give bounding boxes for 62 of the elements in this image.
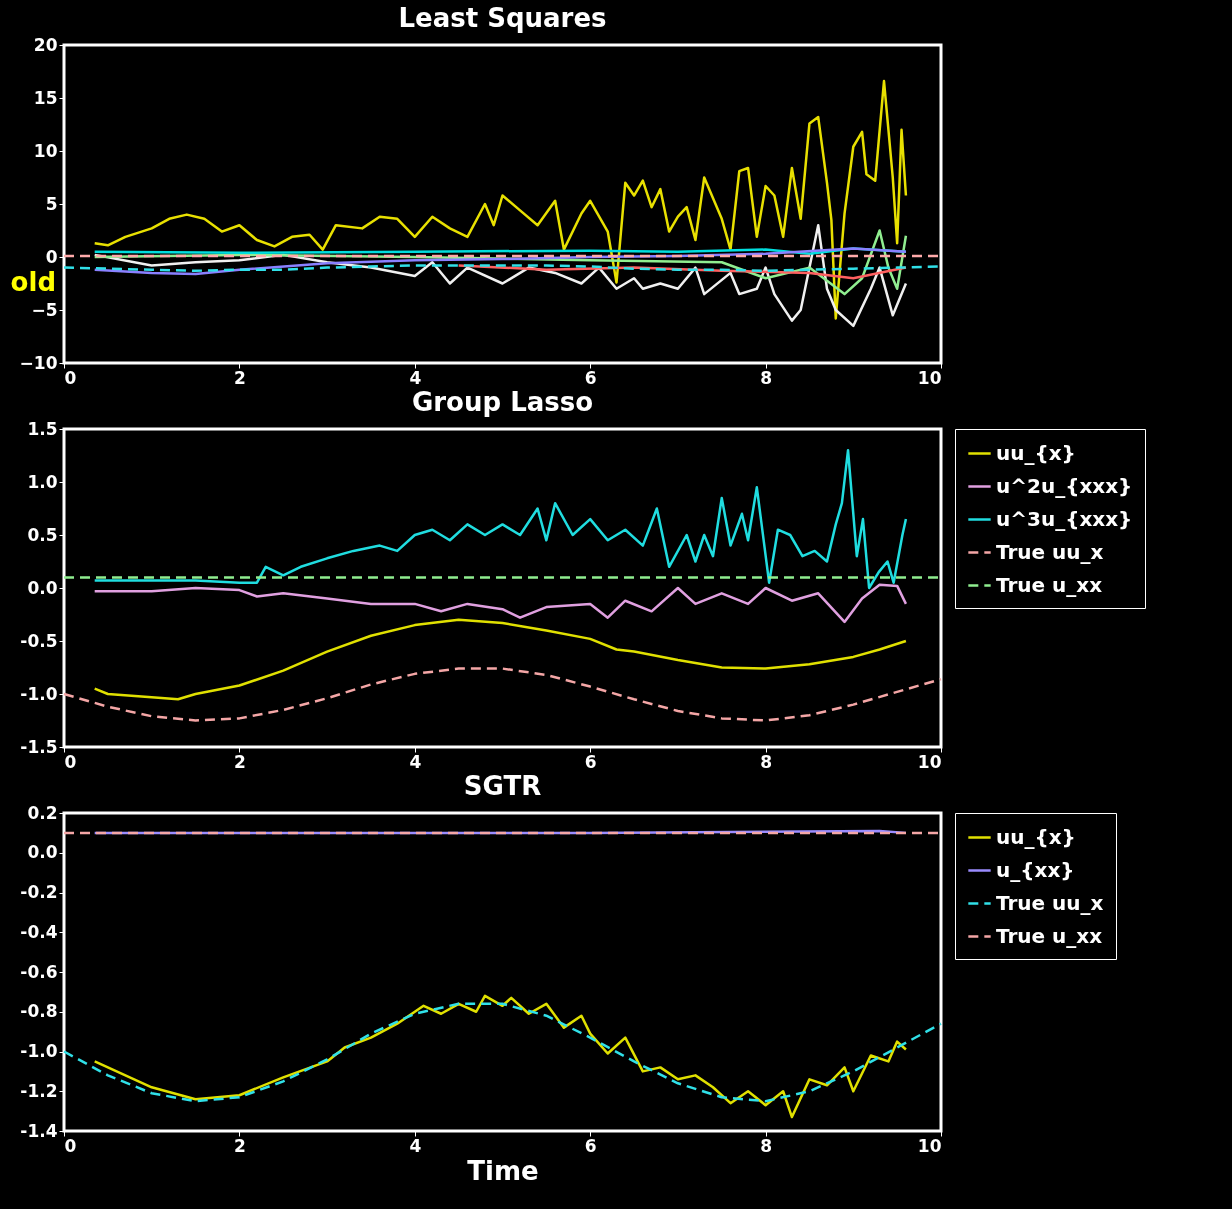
y-tick-label: 0.0 [27,577,58,598]
line-series [93,583,908,624]
y-tick-label: −5 [31,299,58,320]
y-tick-label: -0.2 [20,882,58,902]
legend-label: True uu_x [996,539,1104,564]
line-series [62,1002,943,1103]
x-tick-label: 4 [409,751,422,772]
x-tick-label: 8 [760,367,773,388]
y-tick-label: -0.4 [20,921,58,942]
x-axis-title: Time [467,1155,539,1186]
y-tick-label: 1.5 [27,418,58,439]
line-series [93,994,908,1119]
chart-title: Least Squares [398,3,607,33]
line-series [62,667,943,722]
line-series [93,618,908,701]
legend-label: u_{xx} [996,857,1075,882]
y-tick-label: -1.4 [20,1120,58,1141]
x-tick-label: 6 [584,367,597,388]
y-tick-label: 0.0 [27,842,58,863]
x-tick-label: 8 [760,1135,773,1156]
line-series [93,79,908,320]
x-tick-label: 2 [233,1135,246,1156]
x-tick-label: 10 [917,1135,942,1156]
y-tick-label: 20 [33,34,58,55]
y-tick-label: 0.2 [27,802,58,823]
chart-title: Group Lasso [411,387,594,417]
legend-label: True uu_x [996,890,1104,915]
x-tick-label: 8 [760,751,773,772]
y-tick-label: -1.0 [20,683,58,704]
x-tick-label: 10 [917,367,942,388]
y-tick-label: 0 [45,246,58,267]
y-tick-label: -0.6 [20,961,58,982]
legend-label: True u_xx [996,572,1103,597]
x-tick-label: 0 [64,751,77,772]
x-tick-label: 0 [64,367,77,388]
text: old [10,267,56,297]
y-tick-label: 10 [33,140,58,161]
y-tick-label: -1.0 [20,1041,58,1061]
legend-label: True u_xx [996,923,1103,948]
x-tick-label: 2 [233,367,246,388]
x-tick-label: 2 [233,751,246,772]
y-tick-label: -1.5 [20,736,58,757]
x-tick-label: 4 [409,367,422,388]
legend-label: u^3u_{xxx} [996,506,1133,531]
y-tick-label: -0.8 [20,1001,58,1022]
chart-title: SGTR [463,771,542,801]
y-tick-label: 15 [33,87,58,108]
y-tick-label: -0.5 [20,630,58,651]
x-tick-label: 6 [584,751,597,772]
y-tick-label: -1.2 [20,1080,58,1101]
x-tick-label: 6 [584,1135,597,1156]
y-tick-label: −10 [19,352,58,373]
x-tick-label: 10 [917,751,942,772]
legend-label: uu_{x} [996,440,1076,465]
x-tick-label: 4 [409,1135,422,1156]
y-tick-label: 1.0 [27,471,58,492]
legend-label: u^2u_{xxx} [996,473,1133,498]
y-tick-label: 5 [45,193,58,214]
line-series [93,448,908,590]
y-tick-label: 0.5 [27,524,58,545]
legend-label: uu_{x} [996,824,1076,849]
x-tick-label: 0 [64,1135,77,1156]
